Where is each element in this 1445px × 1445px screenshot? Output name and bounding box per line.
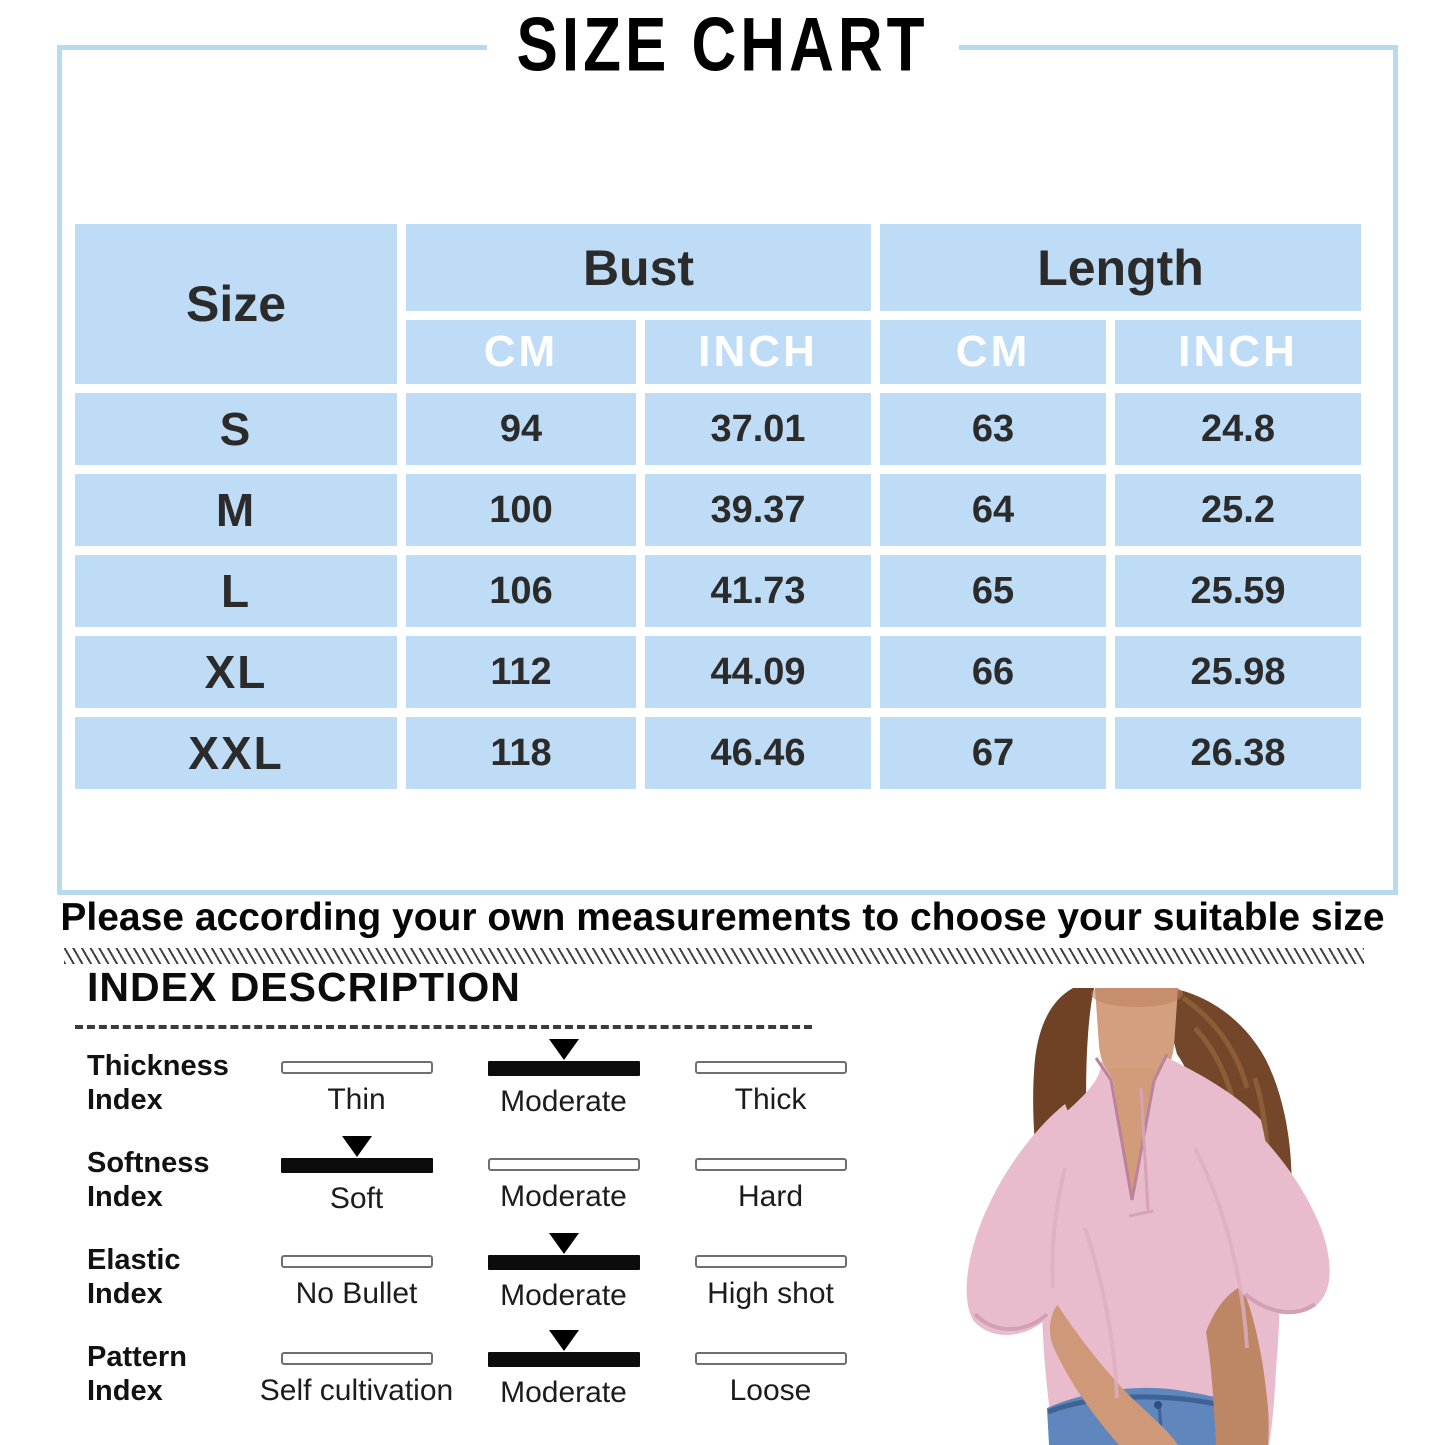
value-cell: 46.46 bbox=[645, 717, 872, 789]
value-cell: 25.2 bbox=[1115, 474, 1362, 546]
unit-header-bust-inch: INCH bbox=[645, 320, 872, 384]
table-row: XXL 118 46.46 67 26.38 bbox=[75, 717, 1362, 789]
hatch-divider bbox=[64, 948, 1364, 964]
index-rows: Thickness Index Thin Moderate Thick bbox=[75, 1037, 955, 1425]
value-cell: 64 bbox=[880, 474, 1107, 546]
selected-marker-triangle-icon bbox=[548, 1039, 579, 1060]
size-column-header: Size bbox=[75, 224, 397, 384]
measurement-note: Please according your own measurements t… bbox=[60, 896, 1385, 939]
length-group-header: Length bbox=[880, 224, 1362, 311]
right-forearm-skin bbox=[1206, 1286, 1269, 1445]
index-bar bbox=[487, 1158, 640, 1171]
index-row-label: Elastic Index bbox=[87, 1244, 181, 1311]
bust-group-header: Bust bbox=[406, 224, 872, 311]
index-bar bbox=[487, 1352, 640, 1367]
index-option: No Bullet bbox=[259, 1231, 454, 1328]
index-row-label: Thickness Index bbox=[87, 1050, 229, 1117]
unit-header-length-cm: CM bbox=[880, 320, 1107, 384]
right-sleeve-hem bbox=[1243, 1292, 1317, 1314]
selected-marker-triangle-icon bbox=[341, 1136, 372, 1157]
index-row-thickness: Thickness Index Thin Moderate Thick bbox=[75, 1037, 955, 1134]
size-cell: XL bbox=[75, 636, 397, 708]
index-description-heading: INDEX DESCRIPTION bbox=[87, 964, 521, 1010]
jeans-button bbox=[1154, 1401, 1162, 1409]
index-option: Moderate bbox=[466, 1231, 661, 1328]
index-bar bbox=[280, 1352, 433, 1365]
index-bar bbox=[694, 1255, 847, 1268]
blouse-folds bbox=[1050, 1147, 1249, 1399]
index-option: Loose bbox=[673, 1328, 868, 1425]
value-cell: 106 bbox=[406, 555, 636, 627]
index-option: Thick bbox=[673, 1037, 868, 1134]
value-cell: 25.98 bbox=[1115, 636, 1362, 708]
index-row-label: Pattern Index bbox=[87, 1341, 187, 1408]
value-cell: 41.73 bbox=[645, 555, 872, 627]
selected-marker-triangle-icon bbox=[548, 1233, 579, 1254]
index-bar bbox=[280, 1061, 433, 1074]
index-description-section: INDEX DESCRIPTION Thickness Index Thin M… bbox=[75, 964, 955, 1425]
collar-outline bbox=[1094, 1053, 1169, 1201]
index-option: Moderate bbox=[466, 1037, 661, 1134]
index-bar bbox=[487, 1061, 640, 1076]
index-bar bbox=[487, 1255, 640, 1270]
value-cell: 67 bbox=[880, 717, 1107, 789]
index-row-label: Softness Index bbox=[87, 1147, 210, 1214]
left-sleeve-hem bbox=[973, 1312, 1049, 1331]
selected-marker-triangle-icon bbox=[548, 1330, 579, 1351]
table-row: S 94 37.01 63 24.8 bbox=[75, 393, 1362, 465]
index-bar bbox=[694, 1352, 847, 1365]
value-cell: 63 bbox=[880, 393, 1107, 465]
index-bar bbox=[280, 1255, 433, 1268]
size-table: Size Bust Length CM INCH CM INCH S 94 37… bbox=[66, 215, 1370, 798]
value-cell: 112 bbox=[406, 636, 636, 708]
size-cell: XXL bbox=[75, 717, 397, 789]
index-row-elastic: Elastic Index No Bullet Moderate High sh bbox=[75, 1231, 955, 1328]
index-bar bbox=[280, 1158, 433, 1173]
index-row-softness: Softness Index Soft Moderate Hard bbox=[75, 1134, 955, 1231]
page-title-text: SIZE CHART bbox=[486, 2, 959, 89]
index-option: Thin bbox=[259, 1037, 454, 1134]
jaw-shadow bbox=[1091, 988, 1183, 1007]
size-cell: L bbox=[75, 555, 397, 627]
page-title: SIZE CHART bbox=[0, 2, 1445, 89]
value-cell: 44.09 bbox=[645, 636, 872, 708]
size-cell: M bbox=[75, 474, 397, 546]
placket-seam bbox=[1128, 1087, 1154, 1218]
index-option: Moderate bbox=[466, 1134, 661, 1231]
value-cell: 66 bbox=[880, 636, 1107, 708]
index-option: Soft bbox=[259, 1134, 454, 1231]
product-photo bbox=[966, 988, 1330, 1445]
value-cell: 25.59 bbox=[1115, 555, 1362, 627]
value-cell: 26.38 bbox=[1115, 717, 1362, 789]
index-bar bbox=[694, 1061, 847, 1074]
index-option: Hard bbox=[673, 1134, 868, 1231]
left-forearm-skin bbox=[1049, 1304, 1178, 1445]
unit-header-bust-cm: CM bbox=[406, 320, 636, 384]
value-cell: 94 bbox=[406, 393, 636, 465]
right-sleeve bbox=[1195, 1086, 1330, 1315]
index-option: High shot bbox=[673, 1231, 868, 1328]
unit-header-length-inch: INCH bbox=[1115, 320, 1362, 384]
value-cell: 118 bbox=[406, 717, 636, 789]
index-option: Moderate bbox=[466, 1328, 661, 1425]
table-row: L 106 41.73 65 25.59 bbox=[75, 555, 1362, 627]
value-cell: 65 bbox=[880, 555, 1107, 627]
value-cell: 37.01 bbox=[645, 393, 872, 465]
dashed-divider bbox=[75, 1025, 812, 1029]
value-cell: 100 bbox=[406, 474, 636, 546]
value-cell: 24.8 bbox=[1115, 393, 1362, 465]
table-row: XL 112 44.09 66 25.98 bbox=[75, 636, 1362, 708]
size-cell: S bbox=[75, 393, 397, 465]
index-option: Self cultivation bbox=[259, 1328, 454, 1425]
table-row: M 100 39.37 64 25.2 bbox=[75, 474, 1362, 546]
value-cell: 39.37 bbox=[645, 474, 872, 546]
index-row-pattern: Pattern Index Self cultivation Moderate bbox=[75, 1328, 955, 1425]
index-bar bbox=[694, 1158, 847, 1171]
